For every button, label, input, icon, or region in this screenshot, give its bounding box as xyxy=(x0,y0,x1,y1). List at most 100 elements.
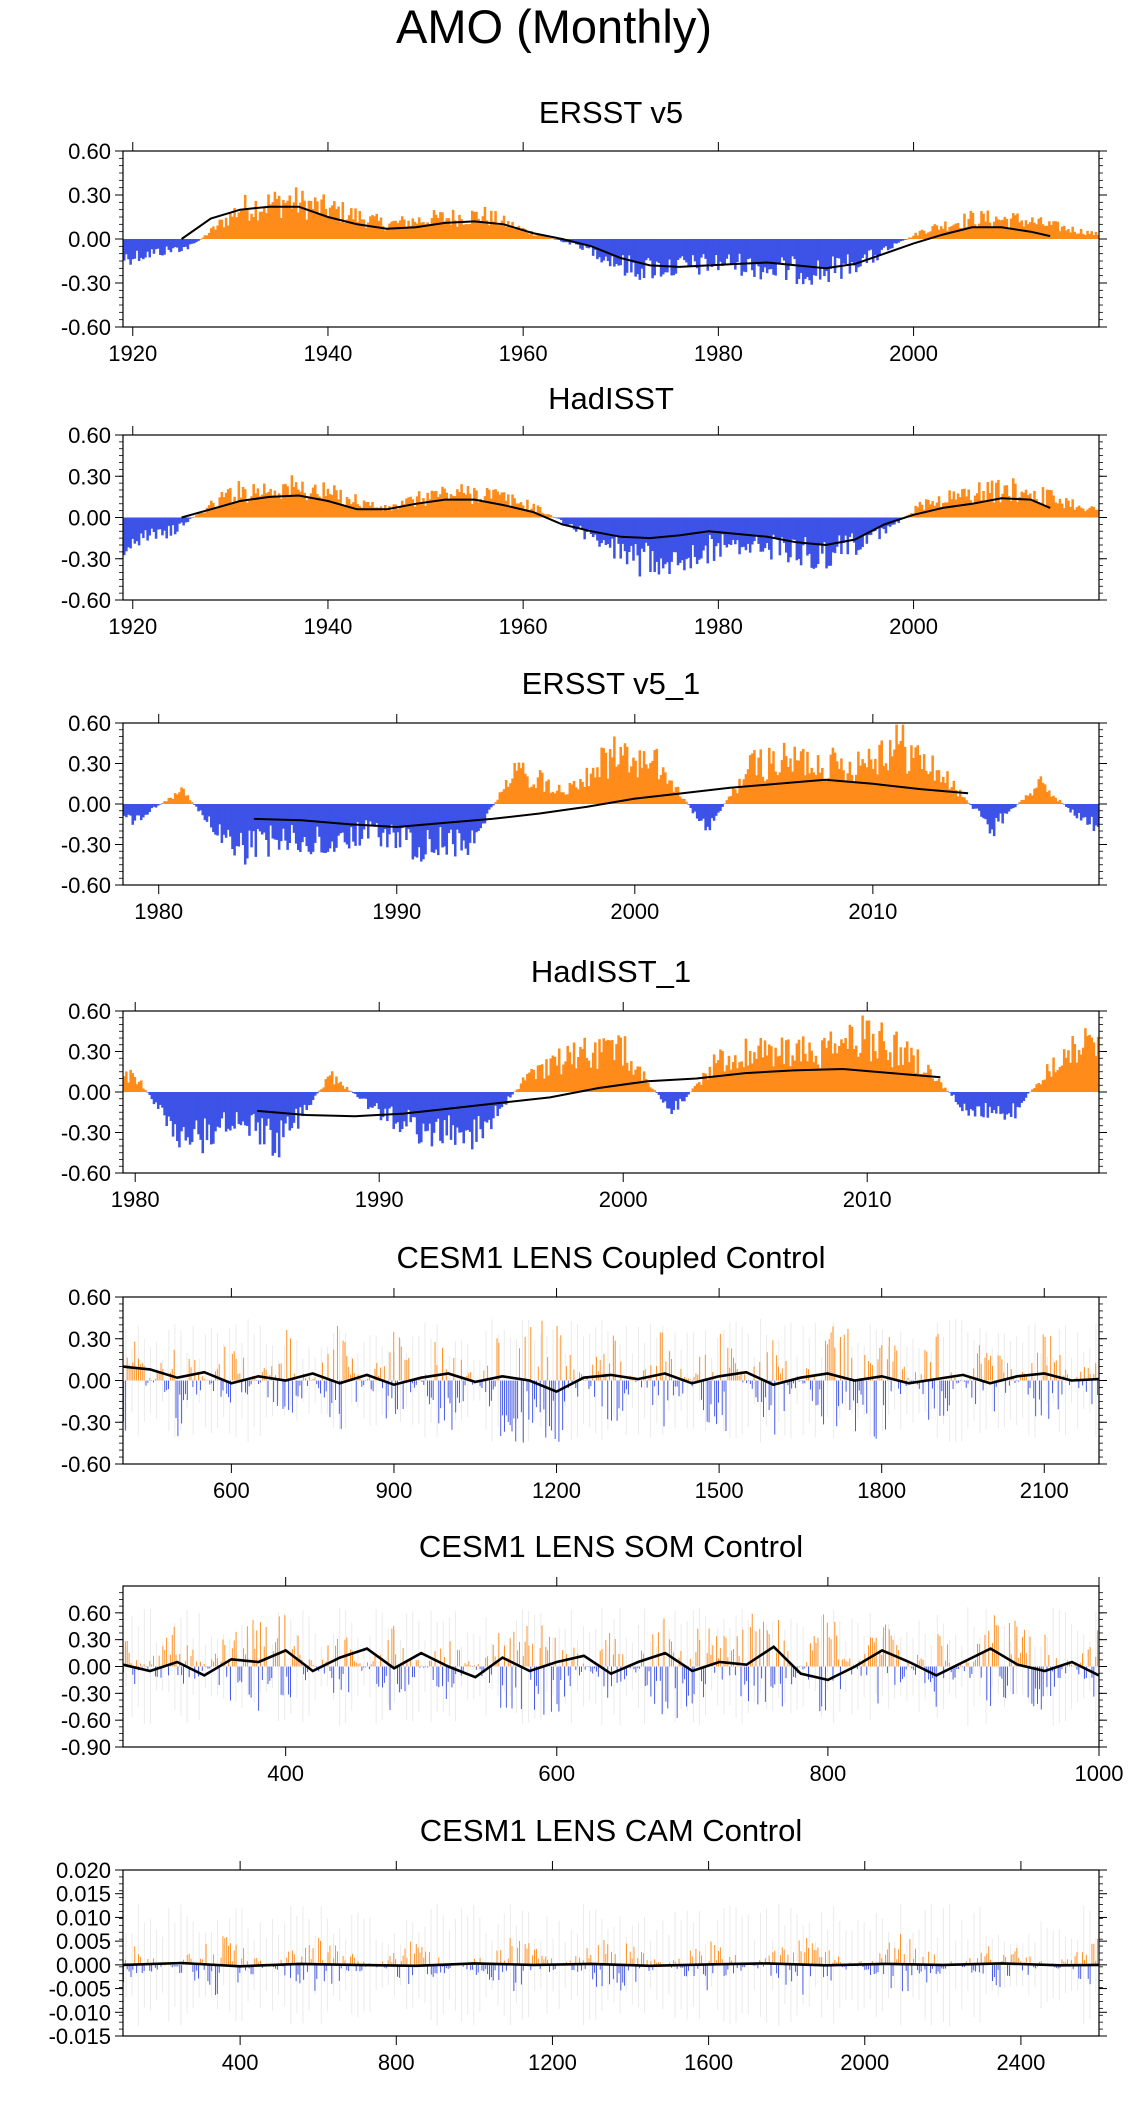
panel-6-bar xyxy=(224,1644,226,1667)
panel-7-bar xyxy=(314,1964,316,1991)
panel-6-bar xyxy=(376,1666,378,1684)
panel-1-bar xyxy=(144,239,147,258)
panel-1-bar xyxy=(405,227,408,239)
panel-4-bar xyxy=(948,1092,951,1093)
panel-7-bar xyxy=(490,1964,492,1978)
panel-5-bar xyxy=(398,1337,400,1381)
panel-7-ytick-label: 0.015 xyxy=(56,1882,111,1907)
panel-6-bar xyxy=(464,1663,466,1667)
panel-6-bar xyxy=(267,1666,269,1685)
panel-2-bar xyxy=(608,517,612,548)
panel-7-bar xyxy=(153,1958,154,1965)
panel-5-xtick-label: 1800 xyxy=(857,1478,906,1503)
panel-3-bar xyxy=(239,804,243,833)
panel-3-bar xyxy=(347,804,351,849)
panel-3-bar xyxy=(1075,804,1079,819)
panel-4-bar xyxy=(791,1055,794,1092)
panel-4-bar xyxy=(1096,1036,1100,1092)
panel-7-bar xyxy=(342,1955,344,1965)
panel-1-bar xyxy=(577,239,580,245)
panel-3-bar xyxy=(1062,804,1066,805)
panel-7-bar xyxy=(693,1964,695,1977)
panel-6-bar xyxy=(1033,1666,1035,1707)
panel-7-ytick-label: 0.020 xyxy=(56,1858,111,1883)
panel-2-bar xyxy=(1037,503,1040,518)
panel-1-bar xyxy=(1067,229,1070,239)
panel-2-bar xyxy=(239,497,243,518)
panel-4-bar xyxy=(678,1092,682,1099)
panel-6-bar xyxy=(1072,1666,1074,1667)
panel-7-bar xyxy=(188,1953,190,1965)
panel-7-bar xyxy=(500,1949,502,1965)
panel-5-bar xyxy=(265,1369,267,1381)
panel-6-bar xyxy=(1078,1666,1080,1675)
panel-6-bar xyxy=(862,1662,864,1667)
panel-7-bar xyxy=(702,1964,704,1975)
panel-5-bar xyxy=(509,1380,511,1426)
panel-6-bar xyxy=(982,1652,984,1667)
panel-7-bar xyxy=(449,1964,451,1969)
panel-2-bar xyxy=(309,493,313,518)
panel-4-bar xyxy=(765,1055,769,1092)
panel-6-bar xyxy=(290,1666,291,1698)
panel-5-bar xyxy=(708,1380,710,1423)
panel-2-bar xyxy=(808,517,811,554)
panel-6-bar xyxy=(443,1656,445,1667)
panel-3-bar xyxy=(903,746,907,804)
panel-3-bar xyxy=(445,804,449,855)
panel-3-bar xyxy=(375,804,379,824)
panel-6-bar xyxy=(856,1666,858,1670)
panel-3-bar xyxy=(248,804,251,831)
panel-6-bar xyxy=(149,1661,151,1667)
panel-5-bar xyxy=(888,1337,890,1381)
panel-6-bar xyxy=(509,1638,511,1667)
panel-6-bar xyxy=(278,1616,280,1667)
panel-5-bar xyxy=(147,1380,149,1383)
panel-3-bar xyxy=(670,780,673,804)
panel-6-bar xyxy=(269,1666,271,1681)
panel-6-bar xyxy=(748,1666,749,1702)
panel-3-bar xyxy=(965,800,968,804)
panel-3-bar xyxy=(793,746,796,804)
panel-4-bar xyxy=(345,1086,349,1092)
panel-5-bar xyxy=(513,1380,515,1419)
panel-1-bar xyxy=(555,239,559,240)
panel-4-bar xyxy=(358,1092,362,1099)
panel-3-bar xyxy=(1037,779,1040,804)
panel-5-bar xyxy=(746,1380,748,1384)
panel-4-bar xyxy=(239,1092,243,1126)
panel-3-bar xyxy=(464,804,468,849)
panel-3-bar xyxy=(691,804,695,814)
panel-4-bar xyxy=(178,1092,181,1148)
panel-3-bar xyxy=(439,804,442,828)
panel-5-bar xyxy=(678,1380,680,1397)
panel-4-bar xyxy=(651,1088,654,1092)
panel-4-bar xyxy=(831,1053,835,1092)
panel-2-bar xyxy=(515,503,519,518)
panel-1-bar xyxy=(844,239,847,265)
panel-6-bar xyxy=(141,1666,143,1668)
panel-4-bar xyxy=(782,1064,786,1092)
panel-5-bar xyxy=(496,1338,498,1381)
panel-5-bar xyxy=(387,1380,389,1396)
panel-4-bar xyxy=(515,1089,519,1092)
panel-7-bar xyxy=(175,1964,177,1967)
panel-2-bar xyxy=(835,517,839,547)
panel-2-bar xyxy=(449,494,453,518)
panel-2-bar xyxy=(591,517,595,538)
panel-7-bar xyxy=(391,1962,393,1965)
panel-2-bar xyxy=(1088,507,1091,518)
panel-5-bar xyxy=(924,1350,926,1381)
panel-2-bar xyxy=(736,517,739,541)
panel-2-bar xyxy=(388,506,391,518)
panel-1-bar xyxy=(971,212,975,239)
panel-3-bar xyxy=(833,752,837,804)
panel-3-bar xyxy=(950,787,953,804)
panel-3-bar xyxy=(1067,804,1070,808)
panel-4-bar xyxy=(161,1092,164,1108)
panel-3-bar xyxy=(521,762,525,804)
panel-6-bar xyxy=(580,1666,582,1672)
panel-4-bar xyxy=(1037,1083,1040,1092)
panel-7-bar xyxy=(763,1964,764,1967)
panel-4-bar xyxy=(736,1068,739,1092)
